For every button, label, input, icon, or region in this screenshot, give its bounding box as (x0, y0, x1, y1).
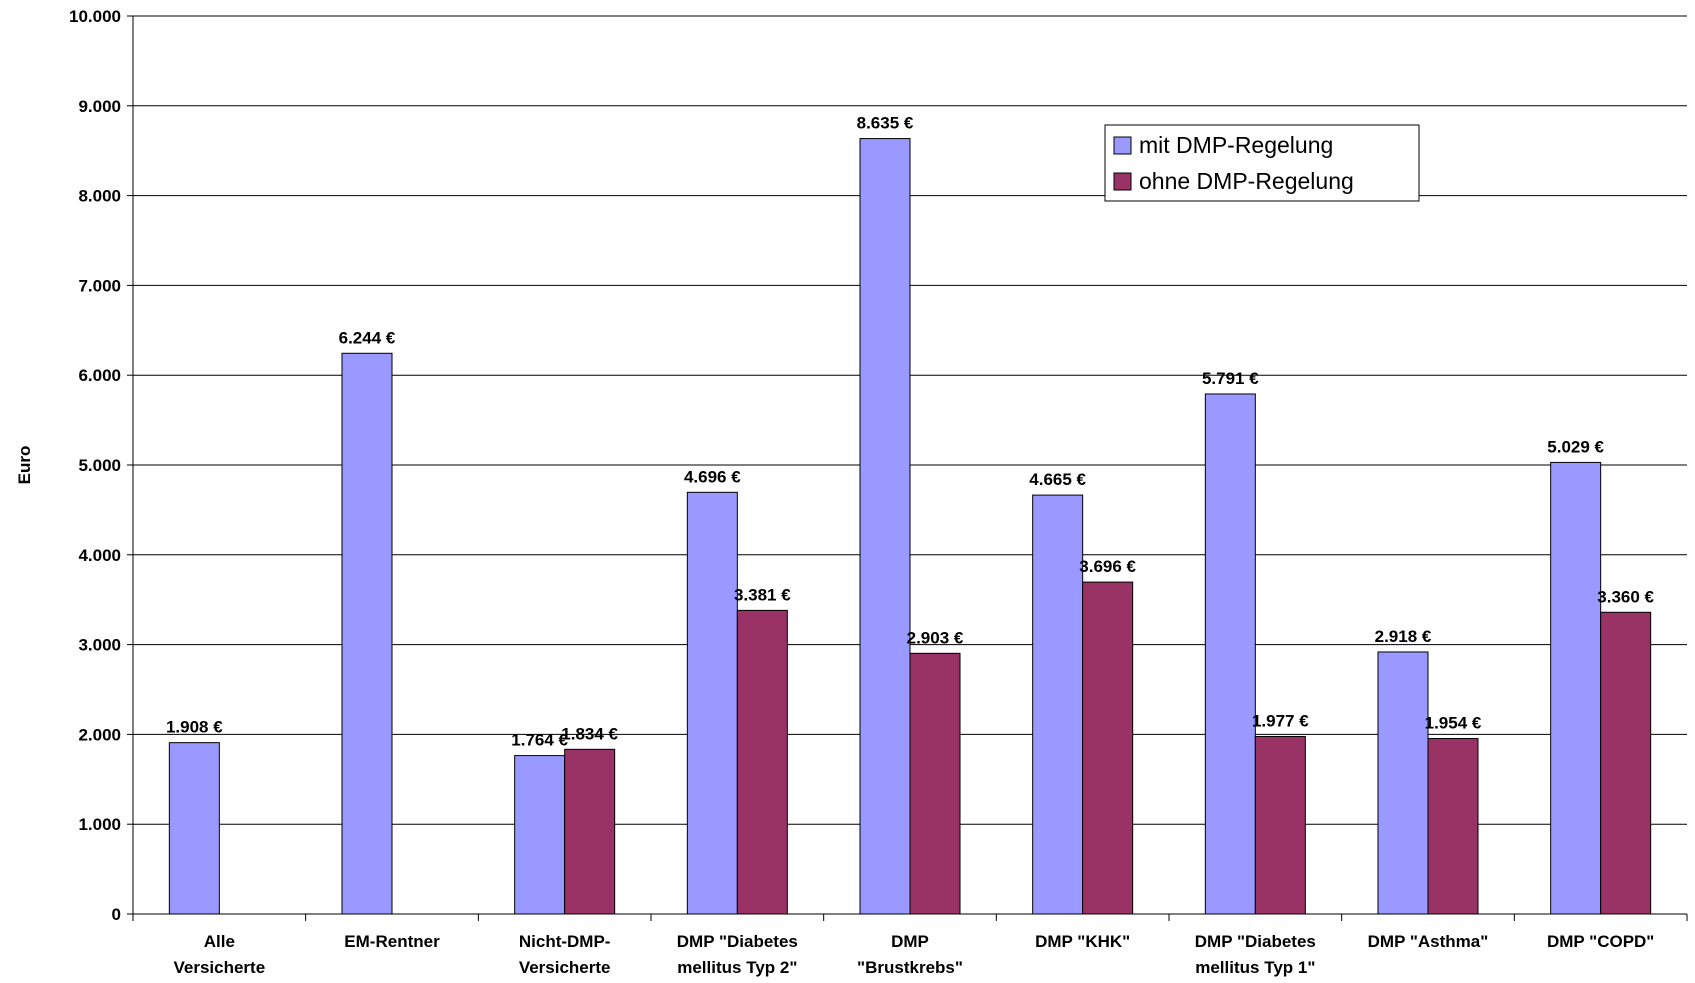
bar (564, 748, 616, 915)
y-tick-label: 4.000 (78, 546, 121, 565)
bar (909, 652, 961, 915)
category-label-line: EM-Rentner (344, 932, 440, 951)
data-labels: 1.908 € 6.244 € 1.764 € 4.696 € 8.635 € 4.665… (166, 114, 1655, 750)
bar (736, 609, 788, 915)
bar (1550, 461, 1602, 915)
category-label: Alle Versicherte (173, 932, 265, 977)
data-label: 3.381 € (734, 585, 791, 604)
bar (859, 138, 911, 915)
category-label: DMP "Diabetes mellitus Typ 2" (677, 932, 798, 977)
category-label-line: Nicht-DMP- (519, 932, 611, 951)
legend-swatch (1113, 136, 1132, 155)
category-label-line: Alle (204, 932, 235, 951)
category-label: DMP "Asthma" (1368, 932, 1489, 951)
bar (1032, 494, 1084, 915)
data-label: 1.977 € (1252, 711, 1309, 730)
bar (1377, 651, 1429, 915)
category-label: EM-Rentner (344, 932, 440, 951)
bar (1204, 393, 1256, 915)
y-tick-label: 1.000 (78, 815, 121, 834)
category-label-line: DMP "KHK" (1035, 932, 1130, 951)
category-label: DMP "KHK" (1035, 932, 1130, 951)
legend-swatch (1113, 172, 1132, 191)
category-label-line: DMP "Asthma" (1368, 932, 1489, 951)
legend-label: ohne DMP-Regelung (1139, 168, 1354, 194)
category-label-line: mellitus Typ 2" (677, 958, 797, 977)
y-tick-labels: 0 1.000 2.000 3.000 4.000 5.000 6.000 7.000 8.00… (69, 7, 121, 924)
category-label: DMP "COPD" (1547, 932, 1654, 951)
bars (168, 138, 1652, 915)
data-label: 4.665 € (1029, 470, 1086, 489)
data-label: 2.903 € (907, 628, 964, 647)
category-label-line: DMP (891, 932, 929, 951)
category-label: DMP "Diabetes mellitus Typ 1" (1195, 932, 1316, 977)
bar (686, 491, 738, 915)
data-label: 5.029 € (1547, 437, 1604, 456)
legend: mit DMP-Regelung ohne DMP-Regelung (1104, 124, 1420, 202)
y-tick-label: 0 (112, 905, 121, 924)
x-category-labels: Alle Versicherte EM-Rentner Nicht-DMP- Versi… (173, 932, 1654, 977)
bar (514, 755, 566, 915)
y-tick-label: 3.000 (78, 636, 121, 655)
data-label: 1.908 € (166, 718, 223, 737)
y-tick-label: 2.000 (78, 725, 121, 744)
data-label: 1.954 € (1425, 714, 1482, 733)
data-label: 2.918 € (1375, 627, 1432, 646)
data-label: 1.834 € (561, 724, 618, 743)
bar (1600, 611, 1652, 915)
category-label-line: Versicherte (173, 958, 265, 977)
category-label-line: mellitus Typ 1" (1195, 958, 1315, 977)
data-label: 4.696 € (684, 467, 741, 486)
category-label-line: Versicherte (519, 958, 611, 977)
y-tick-label: 5.000 (78, 456, 121, 475)
data-label: 8.635 € (857, 114, 914, 133)
legend-box (1104, 124, 1420, 202)
data-label: 6.244 € (339, 328, 396, 347)
category-label: Nicht-DMP- Versicherte (519, 932, 611, 977)
category-label-line: DMP "Diabetes (677, 932, 798, 951)
category-label-line: DMP "COPD" (1547, 932, 1654, 951)
category-label-line: "Brustkrebs" (857, 958, 963, 977)
bar (1082, 581, 1134, 915)
bar (341, 352, 393, 915)
y-axis-title: Euro (15, 446, 34, 485)
bar (1427, 738, 1479, 915)
axes (127, 15, 1688, 921)
category-label: DMP "Brustkrebs" (857, 932, 963, 977)
category-label-line: DMP "Diabetes (1195, 932, 1316, 951)
data-label: 5.791 € (1202, 369, 1259, 388)
bar (168, 742, 220, 915)
y-tick-label: 6.000 (78, 366, 121, 385)
y-tick-label: 9.000 (78, 97, 121, 116)
y-tick-label: 10.000 (69, 7, 121, 26)
data-label: 1.764 € (511, 731, 568, 750)
y-tick-label: 8.000 (78, 187, 121, 206)
data-label: 3.360 € (1597, 587, 1654, 606)
bar (1254, 735, 1306, 915)
legend-label: mit DMP-Regelung (1139, 132, 1333, 158)
y-tick-label: 7.000 (78, 276, 121, 295)
data-label: 3.696 € (1079, 557, 1136, 576)
